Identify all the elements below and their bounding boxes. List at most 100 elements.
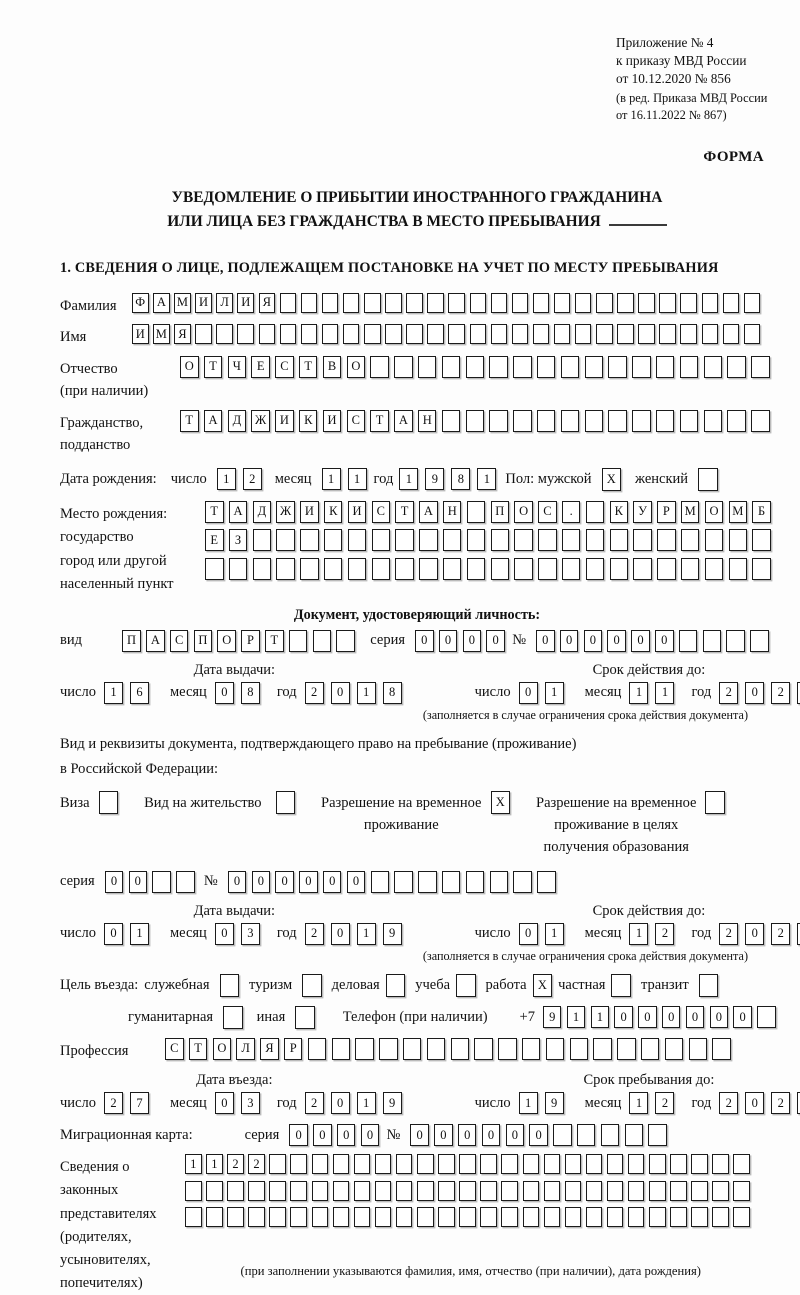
char-cell[interactable]: 0 [745, 1092, 765, 1115]
char-cell[interactable] [657, 529, 676, 552]
char-cell[interactable] [332, 1154, 350, 1175]
char-cell[interactable] [219, 973, 240, 997]
char-cell[interactable] [385, 292, 402, 313]
char-cell[interactable] [712, 1180, 729, 1201]
char-cell[interactable] [553, 324, 571, 345]
char-cell[interactable]: П [490, 500, 510, 523]
char-cell[interactable]: М [680, 500, 700, 523]
char-cell[interactable]: И [237, 292, 254, 313]
char-cell[interactable]: 1 [347, 468, 367, 491]
char-cell[interactable] [98, 791, 119, 815]
char-cell[interactable] [466, 500, 486, 523]
char-cell[interactable] [480, 1207, 497, 1228]
char-cell[interactable] [691, 1180, 708, 1201]
char-cell[interactable] [596, 324, 613, 345]
char-cell[interactable] [638, 292, 655, 313]
char-cell[interactable] [321, 292, 339, 313]
char-cell[interactable]: 1 [566, 1006, 586, 1029]
char-cell[interactable] [353, 1207, 371, 1228]
char-cell[interactable]: М [728, 500, 748, 523]
char-cell[interactable] [417, 355, 437, 378]
char-cell[interactable] [501, 1180, 518, 1201]
char-cell[interactable] [611, 973, 631, 997]
char-cell[interactable] [248, 1180, 265, 1201]
char-cell[interactable] [288, 629, 308, 652]
char-cell[interactable] [632, 409, 651, 432]
char-cell[interactable]: 6 [129, 681, 149, 704]
char-cell[interactable]: 2 [719, 681, 739, 704]
char-cell[interactable]: 2 [655, 1092, 675, 1115]
char-cell[interactable]: 2 [304, 922, 324, 945]
char-cell[interactable]: 0 [486, 629, 505, 652]
char-cell[interactable]: Р [241, 629, 260, 652]
char-cell[interactable] [258, 324, 276, 345]
char-cell[interactable] [680, 324, 697, 345]
char-cell[interactable]: 1 [655, 681, 675, 704]
char-cell[interactable] [679, 355, 699, 378]
char-cell[interactable]: 0 [313, 1124, 332, 1147]
char-cell[interactable]: Е [251, 355, 270, 378]
char-cell[interactable] [659, 324, 676, 345]
char-cell[interactable] [750, 629, 769, 652]
char-cell[interactable]: И [322, 409, 342, 432]
char-cell[interactable] [569, 1037, 589, 1060]
char-cell[interactable]: 2 [771, 681, 791, 704]
char-cell[interactable]: Ж [251, 409, 270, 432]
char-cell[interactable] [606, 1154, 624, 1175]
char-cell[interactable]: 0 [631, 629, 650, 652]
char-cell[interactable] [353, 1180, 371, 1201]
char-cell[interactable] [228, 557, 248, 580]
char-cell[interactable]: 0 [330, 681, 350, 704]
char-cell[interactable] [450, 1037, 470, 1060]
char-cell[interactable]: 2 [227, 1154, 244, 1175]
char-cell[interactable]: У [633, 500, 652, 523]
char-cell[interactable] [252, 557, 272, 580]
char-cell[interactable] [536, 355, 556, 378]
char-cell[interactable]: С [275, 355, 294, 378]
char-cell[interactable] [323, 557, 343, 580]
char-cell[interactable] [722, 324, 740, 345]
char-cell[interactable] [347, 529, 367, 552]
char-cell[interactable] [195, 324, 212, 345]
char-cell[interactable] [364, 324, 381, 345]
char-cell[interactable]: 0 [128, 870, 148, 893]
char-cell[interactable]: X [490, 791, 510, 815]
char-cell[interactable] [206, 1207, 223, 1228]
char-cell[interactable]: 0 [505, 1124, 525, 1147]
char-cell[interactable]: Л [216, 292, 233, 313]
char-cell[interactable] [312, 629, 332, 652]
char-cell[interactable] [248, 1207, 265, 1228]
char-cell[interactable]: 1 [544, 922, 564, 945]
char-cell[interactable] [385, 973, 406, 997]
char-cell[interactable] [465, 870, 485, 893]
char-cell[interactable] [751, 355, 770, 378]
char-cell[interactable]: 8 [451, 468, 471, 491]
char-cell[interactable] [632, 355, 651, 378]
char-cell[interactable]: Н [442, 500, 462, 523]
char-cell[interactable]: 1 [629, 681, 649, 704]
char-cell[interactable]: 9 [544, 1092, 564, 1115]
char-cell[interactable]: 0 [346, 870, 366, 893]
char-cell[interactable] [469, 324, 486, 345]
char-cell[interactable]: 0 [661, 1006, 681, 1029]
char-cell[interactable] [448, 324, 465, 345]
char-cell[interactable] [427, 292, 444, 313]
char-cell[interactable]: 0 [655, 629, 674, 652]
char-cell[interactable]: 0 [103, 922, 123, 945]
char-cell[interactable]: 8 [382, 681, 402, 704]
char-cell[interactable] [206, 1180, 223, 1201]
char-cell[interactable] [302, 973, 322, 997]
char-cell[interactable]: 0 [745, 681, 765, 704]
char-cell[interactable]: К [323, 500, 343, 523]
char-cell[interactable] [311, 1180, 329, 1201]
char-cell[interactable]: 3 [240, 1092, 260, 1115]
char-cell[interactable]: 1 [544, 681, 564, 704]
char-cell[interactable] [702, 629, 722, 652]
char-cell[interactable] [609, 529, 629, 552]
char-cell[interactable] [480, 1154, 497, 1175]
char-cell[interactable] [364, 292, 381, 313]
char-cell[interactable] [751, 409, 770, 432]
char-cell[interactable] [536, 409, 556, 432]
char-cell[interactable] [564, 1207, 582, 1228]
char-cell[interactable] [223, 1005, 243, 1029]
